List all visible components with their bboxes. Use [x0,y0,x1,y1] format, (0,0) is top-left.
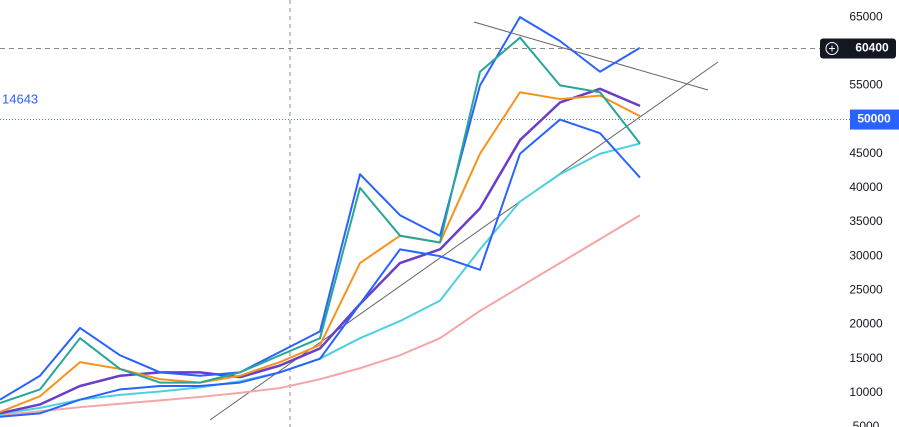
series-line [0,142,641,416]
plot [0,16,641,418]
add-icon-plus [829,45,835,52]
series-line [0,87,641,415]
last-price-label: 50000 [857,112,891,126]
y-tick-label: 25000 [849,283,883,297]
series-line [0,214,641,417]
y-tick-label: 20000 [849,317,883,331]
y-tick-label: 45000 [849,146,883,160]
left-price-label: 14643 [2,91,38,106]
add-icon [825,42,839,56]
y-tick-label: 30000 [849,248,883,262]
trendline [209,61,719,421]
series-line [0,91,641,413]
series-line [0,36,641,405]
crosshair-price-box [820,38,896,59]
series-line [0,118,641,418]
y-tick-label: 5000 [853,419,880,427]
trendline [473,21,709,91]
series-line [0,16,641,401]
price-axis: 65000 55000 45000 40000 35000 30000 25000 20000… [849,9,883,427]
y-tick-label: 65000 [849,9,883,23]
y-tick-label: 10000 [849,385,883,399]
crosshair-price-label: 60400 [855,41,889,55]
y-tick-label: 35000 [849,214,883,228]
y-tick-label: 40000 [849,180,883,194]
y-tick-label: 15000 [849,351,883,365]
y-tick-label: 55000 [849,78,883,92]
last-price-box [850,109,899,130]
